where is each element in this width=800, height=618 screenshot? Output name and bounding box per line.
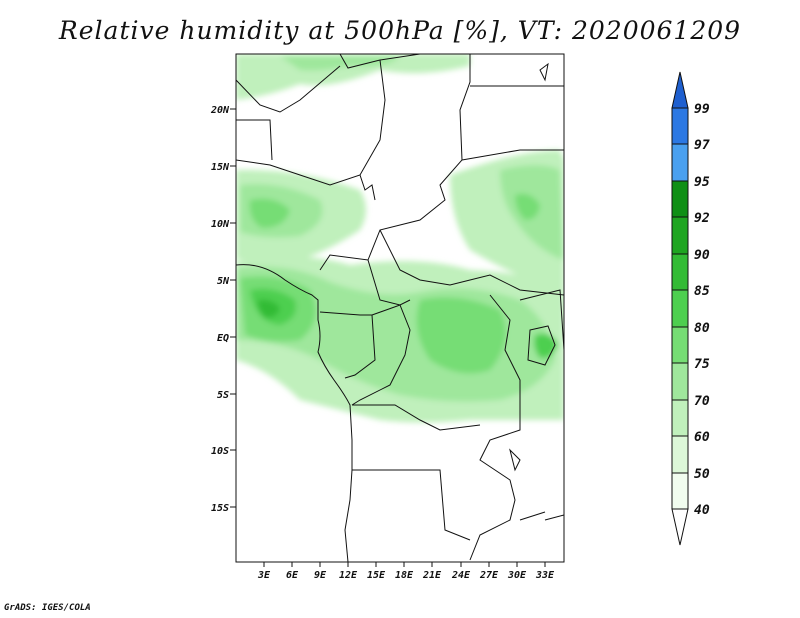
colorbar-label-60: 60 — [694, 430, 710, 445]
colorbar-label-92: 92 — [694, 211, 710, 226]
colorbar-label-90: 90 — [694, 248, 710, 263]
colorbar-segment-75-80 — [671, 326, 689, 364]
colorbar-label-99: 99 — [694, 102, 710, 117]
lat-label-10s: 10S — [211, 446, 229, 457]
lon-label-15e: 15E — [367, 570, 386, 581]
colorbar-segment-80-85 — [671, 289, 689, 328]
colorbar-segment-85-90 — [671, 253, 689, 291]
colorbar-bottom-arrow — [671, 508, 689, 546]
colorbar-label-50: 50 — [694, 467, 710, 482]
lon-label-30e: 30E — [507, 570, 527, 581]
lon-label-27e: 27E — [479, 570, 499, 581]
colorbar: 99 97 95 92 90 85 80 75 70 60 50 40 — [671, 71, 710, 546]
lat-label-15n: 15N — [211, 162, 230, 173]
colorbar-label-95: 95 — [694, 175, 710, 190]
lon-label-12e: 12E — [339, 570, 358, 581]
colorbar-label-70: 70 — [694, 394, 710, 409]
colorbar-label-80: 80 — [694, 321, 710, 336]
lat-label-5n: 5N — [217, 276, 230, 287]
lon-label-3e: 3E — [257, 570, 271, 581]
plot-frame — [235, 53, 565, 563]
humidity-field — [236, 54, 564, 423]
lat-label-5s: 5S — [217, 390, 229, 401]
colorbar-segment-50-60 — [671, 435, 689, 474]
grads-credit: GrADS: IGES/COLA — [4, 603, 91, 613]
lon-label-18e: 18E — [395, 570, 414, 581]
colorbar-label-97: 97 — [694, 138, 710, 153]
lon-label-9e: 9E — [314, 570, 327, 581]
lat-label-10n: 10N — [211, 219, 230, 230]
lat-axis: 20N 15N 10N 5N EQ 5S 10S 15S — [210, 105, 236, 514]
colorbar-segment-40-50 — [671, 472, 689, 510]
colorbar-segment-70-75 — [671, 362, 689, 401]
colorbar-label-85: 85 — [694, 284, 710, 299]
lon-label-24e: 24E — [451, 570, 471, 581]
colorbar-label-40: 40 — [694, 503, 710, 518]
map-title: Relative humidity at 500hPa [%], VT: 202… — [58, 16, 742, 45]
colorbar-segment-97-99 — [671, 107, 689, 145]
country-borders — [236, 54, 564, 562]
lat-label-eq: EQ — [217, 333, 229, 344]
lat-label-20n: 20N — [210, 105, 230, 116]
lon-label-33e: 33E — [535, 570, 555, 581]
lon-label-21e: 21E — [422, 570, 442, 581]
lon-axis: 3E 6E 9E 12E 15E 18E 21E 24E 27E 30E 33E — [257, 562, 555, 581]
colorbar-segment-60-70 — [671, 399, 689, 437]
colorbar-segment-92-95 — [671, 180, 689, 218]
colorbar-label-75: 75 — [694, 357, 710, 372]
colorbar-segment-95-97 — [671, 143, 689, 182]
lat-label-15s: 15S — [211, 503, 229, 514]
colorbar-segment-90-92 — [671, 216, 689, 255]
lon-label-6e: 6E — [286, 570, 299, 581]
colorbar-top-arrow — [671, 71, 689, 109]
